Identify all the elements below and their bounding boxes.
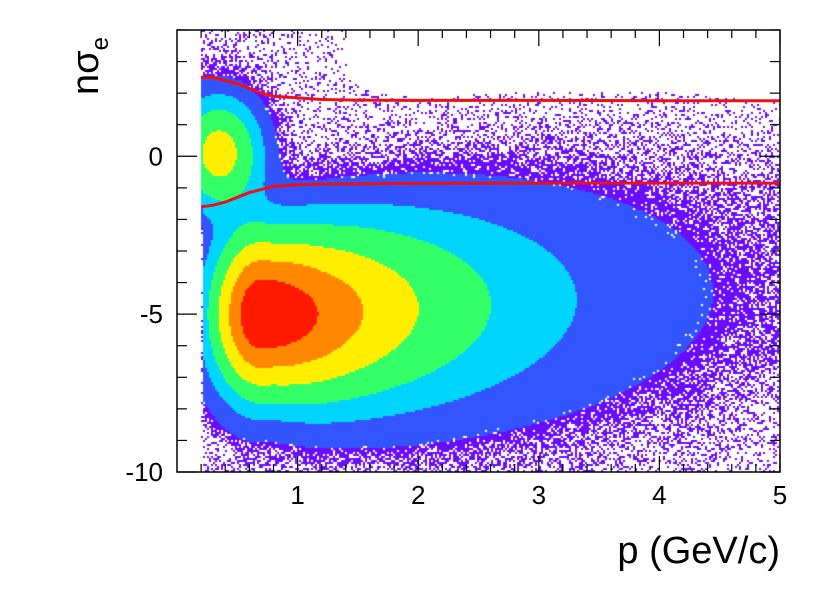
upper-cut-line [201,75,780,103]
y-tick-label: -10 [125,457,163,487]
axis-tick-labels: 1 2 3 4 5 -10 -5 0 [125,141,787,510]
cut-lines [200,75,780,209]
y-tick-label: 0 [149,141,163,171]
y-axis-label-main: nσ [65,50,107,95]
lower-cut-line [200,181,780,209]
axis-ticks [177,29,781,473]
x-tick-label: 2 [411,480,425,510]
heatmap [177,30,780,472]
svg-text:nσe: nσe [65,37,114,95]
y-axis-label: nσe [65,37,114,95]
x-tick-label: 1 [290,480,304,510]
heatmap-image [177,30,780,472]
y-tick-label: -5 [140,299,163,329]
x-tick-label: 5 [773,480,787,510]
x-tick-label: 4 [652,480,666,510]
x-tick-label: 3 [532,480,546,510]
y-axis-label-sub: e [87,37,114,50]
x-axis-label: p (GeV/c) [617,530,780,572]
